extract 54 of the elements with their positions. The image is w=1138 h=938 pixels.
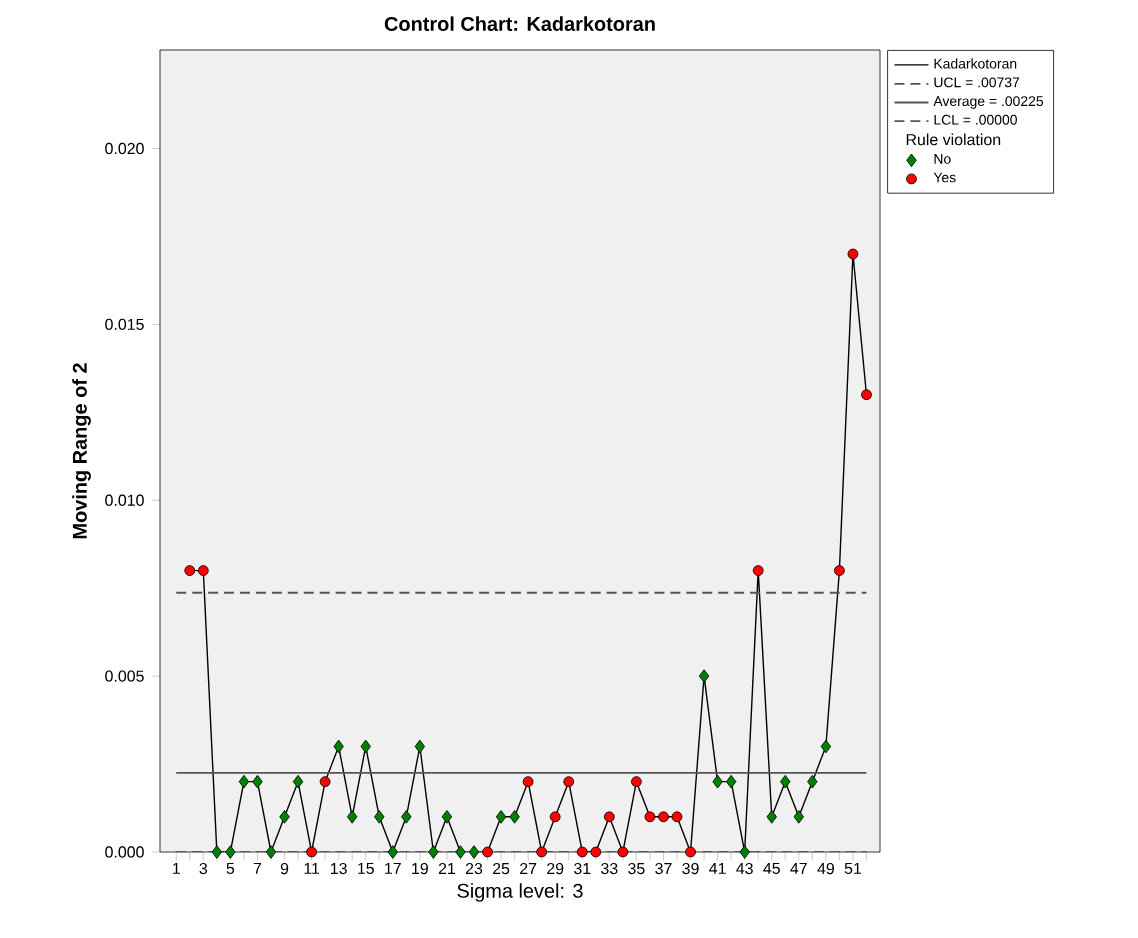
point [766,810,777,824]
point [265,845,277,859]
point [644,811,656,823]
point [603,811,615,823]
point [861,389,872,401]
point [820,739,832,754]
point [495,810,507,824]
point [536,846,548,858]
point [197,565,209,576]
point [279,810,290,824]
point [725,774,737,789]
point [685,846,696,858]
point [387,845,398,859]
point [211,845,223,859]
point [414,739,426,754]
point [482,846,493,858]
point [428,845,439,859]
point [441,810,453,824]
point [360,739,371,754]
point [455,845,466,859]
point [847,248,859,260]
point [712,774,723,789]
point [184,565,196,576]
point [739,845,750,859]
point [509,810,520,824]
point [576,846,588,858]
point [401,810,412,824]
point [807,774,818,789]
point [225,845,236,859]
point [468,845,480,859]
point [793,810,804,824]
point [306,846,317,858]
point [563,776,575,788]
point [780,774,791,789]
point [238,774,250,789]
chart-title: Control Chart: Kadarkotoran [384,16,655,31]
point [698,669,710,683]
point [631,776,642,788]
point [319,776,331,788]
point [522,776,534,788]
point [590,846,602,858]
point [374,810,385,824]
point [549,811,561,823]
point [333,739,344,754]
point [752,565,764,576]
point [292,774,304,789]
point [834,565,845,576]
y-axis-title: Moving Range of 2 [72,363,91,539]
point [658,811,669,823]
point [617,846,629,858]
point [252,774,263,789]
point [347,810,358,824]
point [671,811,683,823]
x-axis-title: Sigma level: 3 [457,883,583,902]
